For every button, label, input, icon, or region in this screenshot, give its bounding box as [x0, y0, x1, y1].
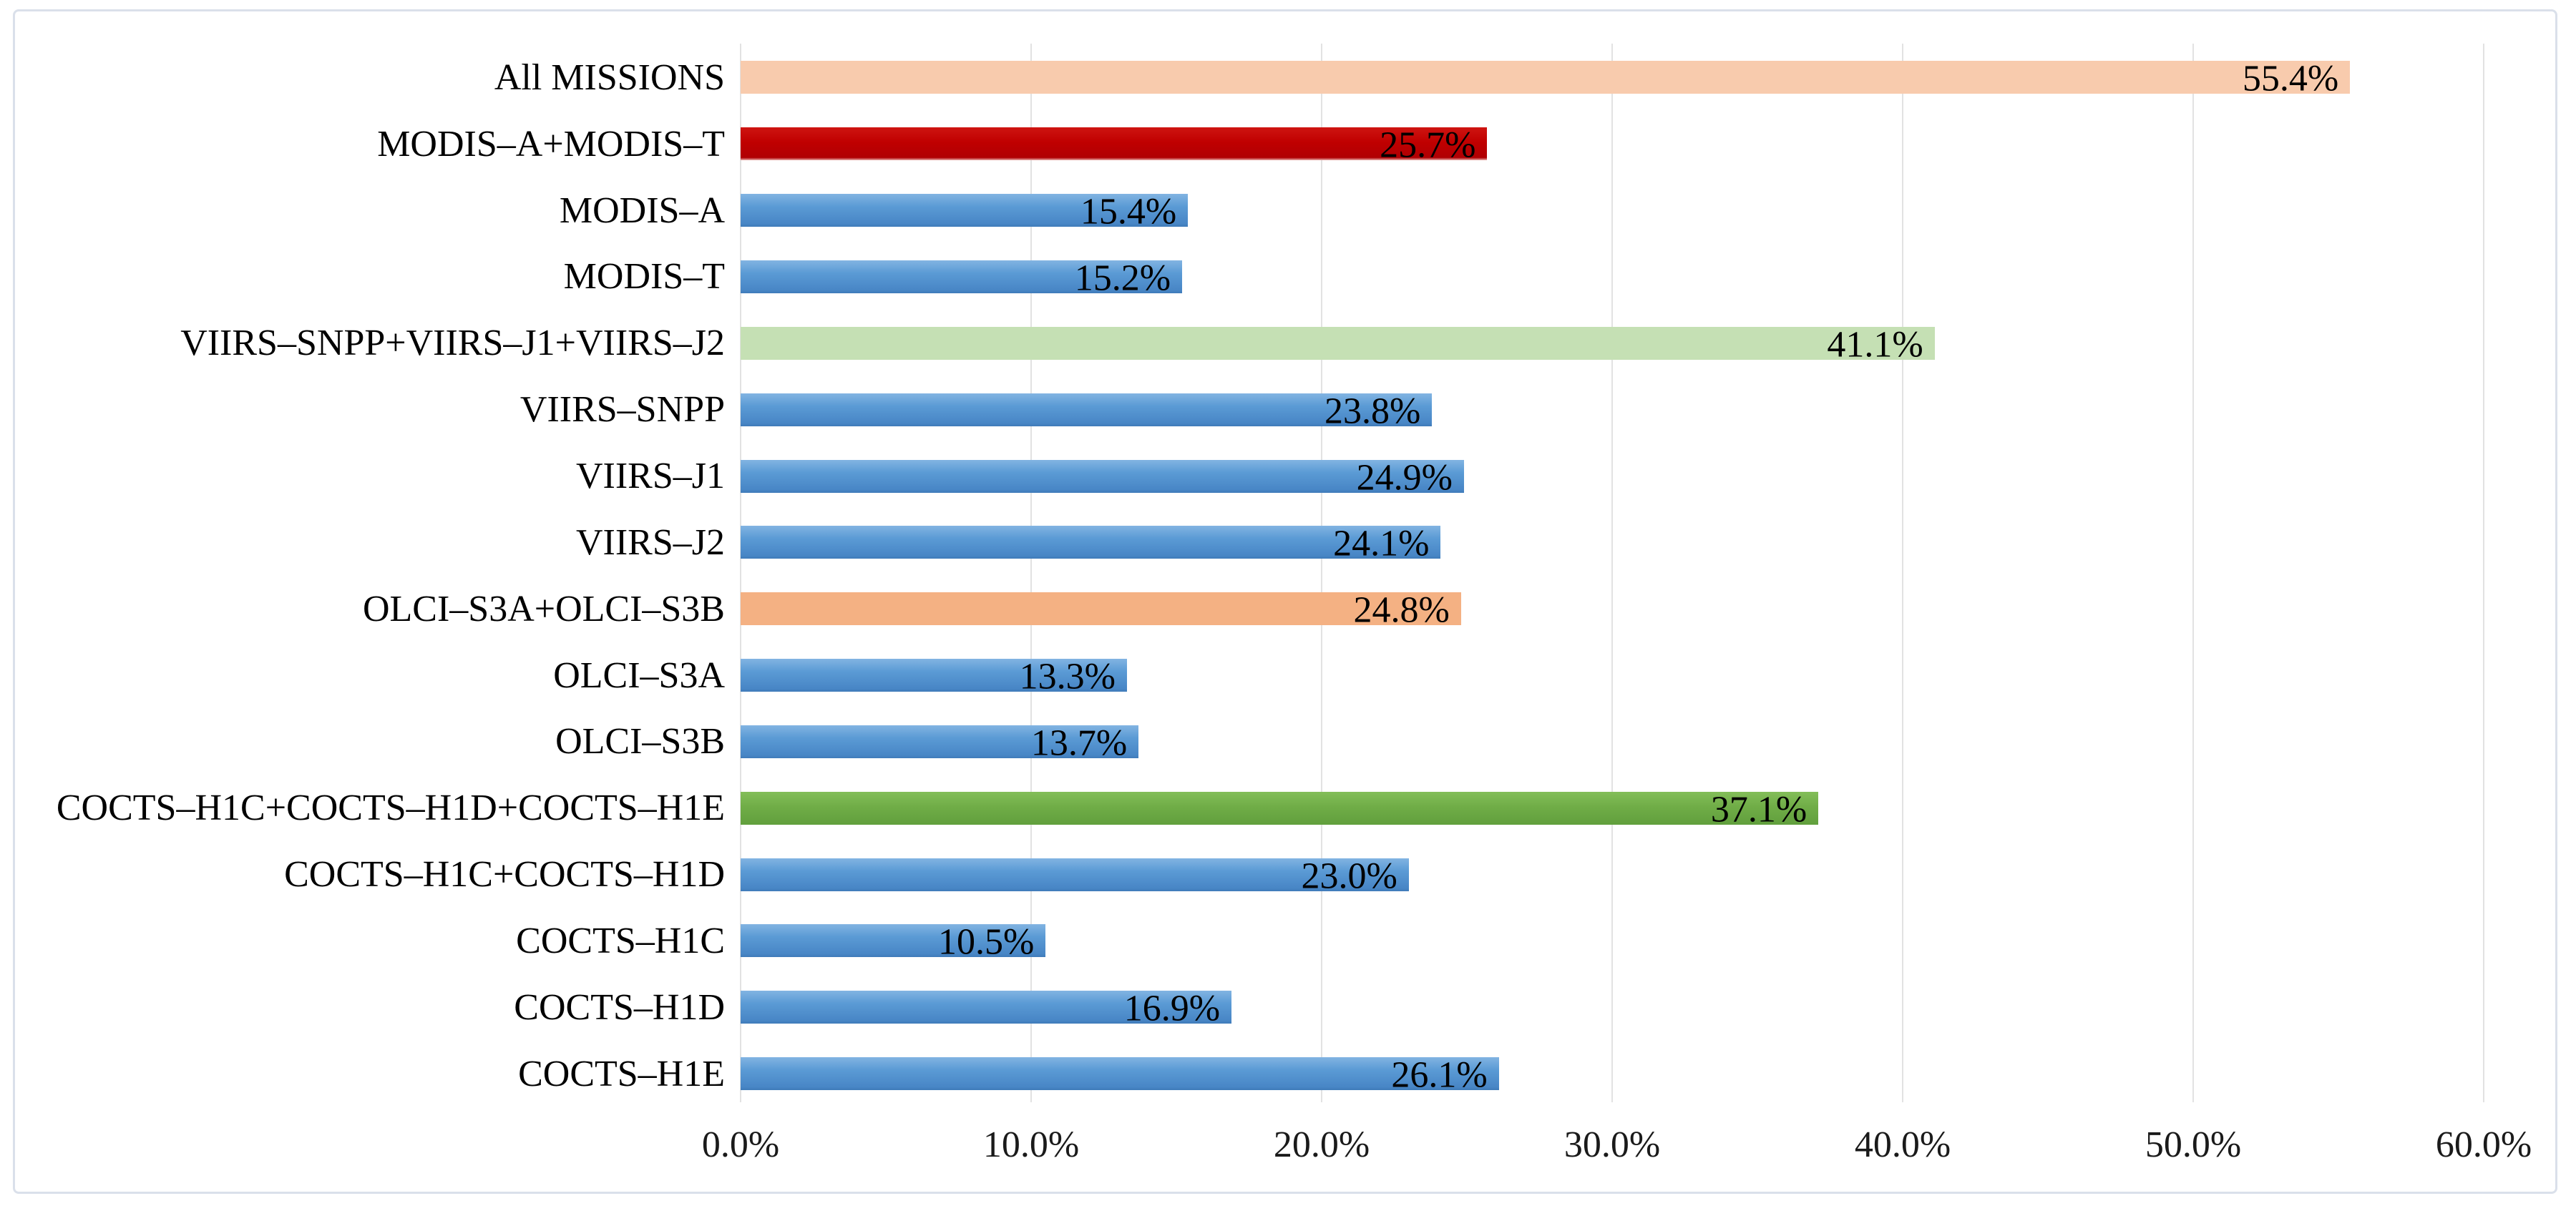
bar: [741, 61, 2351, 94]
value-label: 23.8%: [1324, 391, 1421, 432]
bar: [741, 858, 1409, 891]
gridline: [2483, 44, 2484, 1102]
category-label: OLCI–S3A+OLCI–S3B: [362, 588, 725, 629]
category-row: VIIRS–J2 24.1%: [15, 509, 2555, 576]
value-label: 15.2%: [1074, 258, 1171, 299]
bar: [741, 1057, 1499, 1091]
category-label: OLCI–S3B: [555, 721, 725, 763]
category-row: MODIS–A 15.4%: [15, 177, 2555, 244]
category-row: COCTS–H1C 10.5%: [15, 908, 2555, 974]
gridline: [1030, 44, 1032, 1102]
category-label: MODIS–A+MODIS–T: [377, 123, 725, 165]
bar: [741, 725, 1139, 758]
value-label: 24.1%: [1333, 523, 1430, 564]
value-label: 41.1%: [1827, 324, 1923, 366]
category-row: OLCI–S3A 13.3%: [15, 642, 2555, 709]
category-row: MODIS–T 15.2%: [15, 244, 2555, 310]
x-axis-tick-label: 30.0%: [1563, 1124, 1661, 1165]
value-label: 24.8%: [1353, 589, 1450, 631]
category-label: VIIRS–SNPP: [519, 389, 725, 431]
category-row: VIIRS–J1 24.9%: [15, 443, 2555, 509]
bar: [741, 194, 1189, 227]
category-label: OLCI–S3A: [553, 654, 725, 696]
bar: [741, 592, 1461, 626]
bar: [741, 393, 1433, 426]
category-row: COCTS–H1C+COCTS–H1D+COCTS–H1E 37.1%: [15, 775, 2555, 841]
category-label: MODIS–A: [559, 190, 725, 231]
bar: [741, 260, 1183, 293]
category-row: COCTS–H1D 16.9%: [15, 974, 2555, 1041]
x-axis-tick-label: 20.0%: [1273, 1124, 1370, 1165]
bar: [741, 924, 1046, 958]
x-axis-tick-label: 10.0%: [982, 1124, 1080, 1165]
value-label: 13.7%: [1030, 722, 1128, 764]
value-label: 25.7%: [1380, 124, 1476, 166]
category-row: OLCI–S3A+OLCI–S3B 24.8%: [15, 576, 2555, 642]
category-row: VIIRS–SNPP+VIIRS–J1+VIIRS–J2 41.1%: [15, 310, 2555, 376]
category-label: All MISSIONS: [494, 57, 725, 98]
value-label: 16.9%: [1123, 988, 1221, 1029]
category-label: VIIRS–J1: [575, 456, 725, 497]
category-label: COCTS–H1C: [516, 920, 725, 961]
value-label: 13.3%: [1019, 656, 1116, 697]
bar: [741, 526, 1441, 559]
gridline: [2192, 44, 2194, 1102]
chart-frame: All MISSIONS 55.4% MODIS–A+MODIS–T 25.7%…: [13, 9, 2557, 1194]
plot-area: All MISSIONS 55.4% MODIS–A+MODIS–T 25.7%…: [15, 11, 2555, 1192]
category-label: VIIRS–J2: [575, 521, 725, 563]
bar: [741, 791, 1819, 825]
value-label: 26.1%: [1391, 1054, 1488, 1096]
value-label: 15.4%: [1080, 191, 1177, 232]
category-row: VIIRS–SNPP 23.8%: [15, 376, 2555, 443]
gridline: [1902, 44, 1903, 1102]
bar: [741, 659, 1127, 692]
x-axis-tick-label: 50.0%: [2145, 1124, 2242, 1165]
x-axis-tick-label: 40.0%: [1854, 1124, 1951, 1165]
value-label: 10.5%: [937, 921, 1035, 963]
category-row: MODIS–A+MODIS–T 25.7%: [15, 111, 2555, 177]
value-label: 55.4%: [2242, 58, 2339, 99]
category-row: OLCI–S3B 13.7%: [15, 709, 2555, 775]
category-row: COCTS–H1C+COCTS–H1D 23.0%: [15, 841, 2555, 908]
bar: [741, 991, 1232, 1024]
gridline: [740, 44, 741, 1102]
bar: [741, 459, 1464, 493]
category-label: VIIRS–SNPP+VIIRS–J1+VIIRS–J2: [180, 323, 725, 364]
bar: [741, 127, 1488, 161]
value-label: 23.0%: [1301, 855, 1397, 897]
bar: [741, 326, 1935, 360]
category-label: COCTS–H1C+COCTS–H1D+COCTS–H1E: [56, 788, 725, 829]
x-axis-tick-label: 60.0%: [2435, 1124, 2532, 1165]
value-label: 24.9%: [1356, 457, 1453, 499]
category-label: COCTS–H1C+COCTS–H1D: [284, 854, 725, 896]
category-row: All MISSIONS 55.4%: [15, 44, 2555, 111]
x-axis-tick-label: 0.0%: [701, 1124, 780, 1165]
category-label: COCTS–H1E: [518, 1053, 725, 1094]
category-row: COCTS–H1E 26.1%: [15, 1041, 2555, 1107]
gridline: [1611, 44, 1613, 1102]
gridline: [1321, 44, 1322, 1102]
value-label: 37.1%: [1710, 789, 1807, 830]
category-label: MODIS–T: [563, 256, 725, 298]
category-label: COCTS–H1D: [514, 986, 725, 1028]
